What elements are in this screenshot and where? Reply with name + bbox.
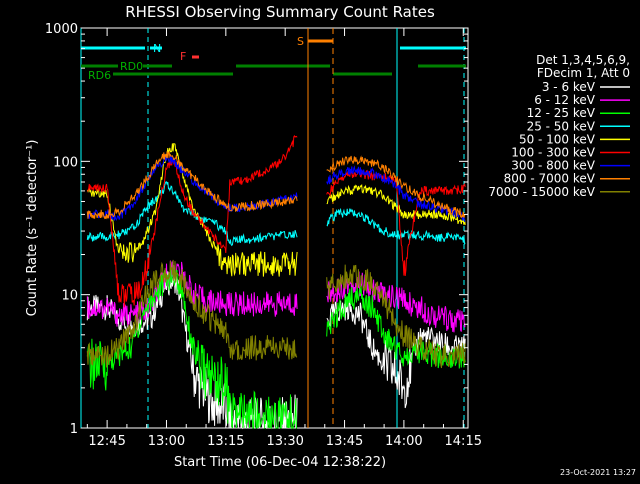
legend-label-2: 12 - 25 keV bbox=[527, 106, 596, 120]
y-tick-label-2: 100 bbox=[53, 155, 78, 170]
x-tick-label-4: 13:45 bbox=[326, 434, 363, 449]
axis-layer: 12:45 13:00 13:15 13:30 13:45 14:00 14:15 1 10 10… bbox=[45, 22, 482, 449]
series-line-5-seg-0 bbox=[86, 134, 298, 308]
series-line-3-seg-1 bbox=[326, 207, 466, 246]
series-line-4-seg-0 bbox=[86, 142, 298, 277]
annotation-n: N bbox=[153, 42, 161, 55]
y-tick-label-0: 1 bbox=[70, 422, 78, 437]
series-line-8-seg-0 bbox=[86, 259, 298, 368]
y-axis-label: Count Rate (s⁻¹ detector⁻¹) bbox=[25, 140, 40, 317]
legend-label-4: 50 - 100 keV bbox=[519, 132, 596, 146]
x-tick-label-1: 13:00 bbox=[148, 434, 185, 449]
legend-label-0: 3 - 6 keV bbox=[542, 80, 596, 94]
legend-label-3: 25 - 50 keV bbox=[527, 119, 596, 133]
legend-label-5: 100 - 300 keV bbox=[511, 146, 595, 160]
series-layer bbox=[86, 134, 466, 430]
attenuator-overlays: N F RD0 RD6 S bbox=[80, 28, 466, 428]
x-tick-label-6: 14:15 bbox=[445, 434, 482, 449]
x-axis-label: Start Time (06-Dec-04 12:38:22) bbox=[174, 455, 386, 470]
series-line-2-seg-0 bbox=[86, 264, 298, 430]
series-line-7-seg-0 bbox=[86, 150, 298, 220]
x-tick-label-3: 13:30 bbox=[266, 434, 303, 449]
x-tick-label-0: 12:45 bbox=[88, 434, 125, 449]
footer-date: 23-Oct-2021 13:27 bbox=[560, 468, 636, 477]
legend-header-2: FDecim 1, Att 0 bbox=[537, 66, 630, 80]
annotation-s: S bbox=[297, 35, 304, 48]
series-line-4-seg-1 bbox=[326, 183, 466, 225]
y-tick-label-3: 1000 bbox=[45, 22, 78, 37]
y-tick-label-1: 10 bbox=[61, 289, 78, 304]
series-line-8-seg-1 bbox=[326, 264, 466, 369]
legend-label-6: 300 - 800 keV bbox=[511, 159, 595, 173]
legend-label-8: 7000 - 15000 keV bbox=[488, 185, 595, 199]
legend-header-1: Det 1,3,4,5,6,9, bbox=[536, 53, 630, 67]
annotation-rd6: RD6 bbox=[88, 69, 111, 82]
chart-title: RHESSI Observing Summary Count Rates bbox=[125, 3, 435, 21]
legend-label-7: 800 - 7000 keV bbox=[504, 172, 596, 186]
x-tick-label-2: 13:15 bbox=[207, 434, 244, 449]
legend-label-1: 6 - 12 keV bbox=[534, 93, 596, 107]
series-line-7-seg-1 bbox=[326, 155, 466, 219]
annotation-rd0: RD0 bbox=[120, 60, 143, 73]
x-tick-label-5: 14:00 bbox=[385, 434, 422, 449]
annotation-f: F bbox=[180, 50, 186, 63]
